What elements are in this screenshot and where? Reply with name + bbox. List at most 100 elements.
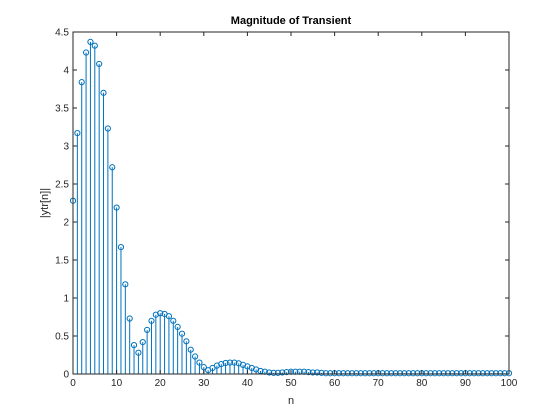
stem-marker [414, 370, 421, 377]
x-tick-label: 40 [242, 378, 254, 389]
stem-marker [231, 359, 238, 366]
stem-marker [501, 370, 508, 377]
stem-marker [187, 346, 194, 353]
x-tick-label: 90 [460, 378, 472, 389]
stem-marker [126, 315, 133, 322]
x-axis-ticks: 0 10 20 30 40 50 60 70 80 90 100 [70, 32, 518, 389]
stem-marker [74, 129, 81, 137]
x-tick-label: 60 [329, 378, 341, 389]
stem-marker [144, 326, 151, 334]
stem-marker [492, 370, 500, 377]
x-tick-label: 80 [416, 378, 428, 389]
stem-marker [327, 370, 334, 377]
y-tick-label: 1 [63, 294, 69, 305]
stem-marker [109, 164, 116, 171]
stem-marker [444, 370, 452, 377]
x-axis-title: n [288, 395, 294, 407]
stem-marker [157, 310, 164, 317]
y-tick-label: 0.5 [55, 332, 69, 343]
y-tick-label: 1.5 [55, 256, 69, 267]
stem-marker [222, 359, 229, 367]
x-tick-label: 20 [155, 378, 167, 389]
stem-marker [196, 359, 203, 366]
stem-marker [87, 38, 94, 45]
stem-marker [200, 364, 207, 371]
stem-marker [335, 370, 343, 377]
stem-marker [479, 370, 486, 377]
y-tick-label: 2.5 [55, 180, 69, 191]
y-axis-ticks: 0 0.5 1 1.5 2 2.5 3 3.5 4 4.5 [55, 28, 509, 381]
x-tick-label: 70 [373, 378, 385, 389]
stem-marker [165, 313, 173, 320]
y-tick-label: 0 [63, 370, 69, 381]
stem-marker [366, 370, 373, 377]
stem-marker [314, 369, 321, 376]
stem-marker [401, 370, 408, 377]
stem-marker [91, 42, 98, 49]
stem-marker [405, 370, 412, 377]
stem-marker [440, 370, 447, 377]
stem-marker [475, 370, 482, 377]
x-tick-label: 50 [285, 378, 297, 389]
stem-marker [170, 317, 177, 324]
stem-marker [392, 370, 399, 377]
y-tick-label: 4.5 [55, 28, 69, 39]
stem-marker [370, 370, 377, 377]
stem-marker [423, 370, 430, 377]
stem-marker [266, 369, 273, 376]
stem-marker [174, 323, 181, 330]
stem-marker [148, 317, 155, 324]
stem-marker [357, 370, 364, 377]
stem-marker [270, 369, 277, 376]
stem-marker [117, 243, 125, 251]
stem-marker [488, 370, 495, 377]
stem-marker [348, 370, 356, 377]
stem-marker [305, 369, 312, 376]
stem-marker [113, 204, 120, 211]
stem-marker [191, 353, 199, 360]
stem-marker [322, 370, 329, 377]
stem-lines [72, 41, 510, 374]
y-tick-label: 3 [63, 142, 69, 153]
stem-marker [104, 125, 111, 132]
stem-marker [471, 370, 478, 377]
stem-marker [122, 281, 129, 288]
stem-marker [457, 370, 465, 377]
stem-marker [178, 330, 186, 337]
stem-marker [453, 370, 460, 377]
stem-marker [318, 369, 325, 376]
stem-marker [436, 370, 443, 377]
stem-marker [139, 338, 146, 346]
stem-marker [274, 369, 282, 376]
stem-marker [344, 370, 351, 377]
x-tick-label: 100 [501, 378, 518, 389]
stem-marker [135, 349, 142, 356]
stem-marker [466, 370, 473, 377]
stem-marker [396, 370, 404, 377]
stem-marker [409, 370, 417, 377]
stem-marker [383, 370, 391, 377]
stem-marker [100, 89, 107, 96]
stem-markers [69, 38, 513, 377]
x-tick-label: 0 [70, 378, 76, 389]
x-tick-label: 30 [198, 378, 210, 389]
stem-marker [82, 49, 90, 56]
stem-marker [449, 370, 456, 377]
chart-title: Magnitude of Transient [231, 15, 352, 27]
stem-marker [427, 370, 434, 377]
stem-marker [379, 370, 386, 377]
x-tick-label: 10 [111, 378, 123, 389]
stem-marker [218, 361, 225, 368]
y-tick-label: 3.5 [55, 104, 69, 115]
y-tick-label: 2 [63, 218, 69, 229]
stem-marker [279, 369, 286, 376]
stem-marker [283, 369, 290, 376]
stem-marker [226, 359, 234, 366]
y-tick-label: 4 [63, 66, 69, 77]
y-axis-title: |ytr[n]| [39, 188, 51, 218]
stem-marker [309, 369, 316, 376]
stem-marker [497, 370, 504, 377]
stem-marker [96, 60, 103, 68]
stem-marker [340, 370, 347, 377]
